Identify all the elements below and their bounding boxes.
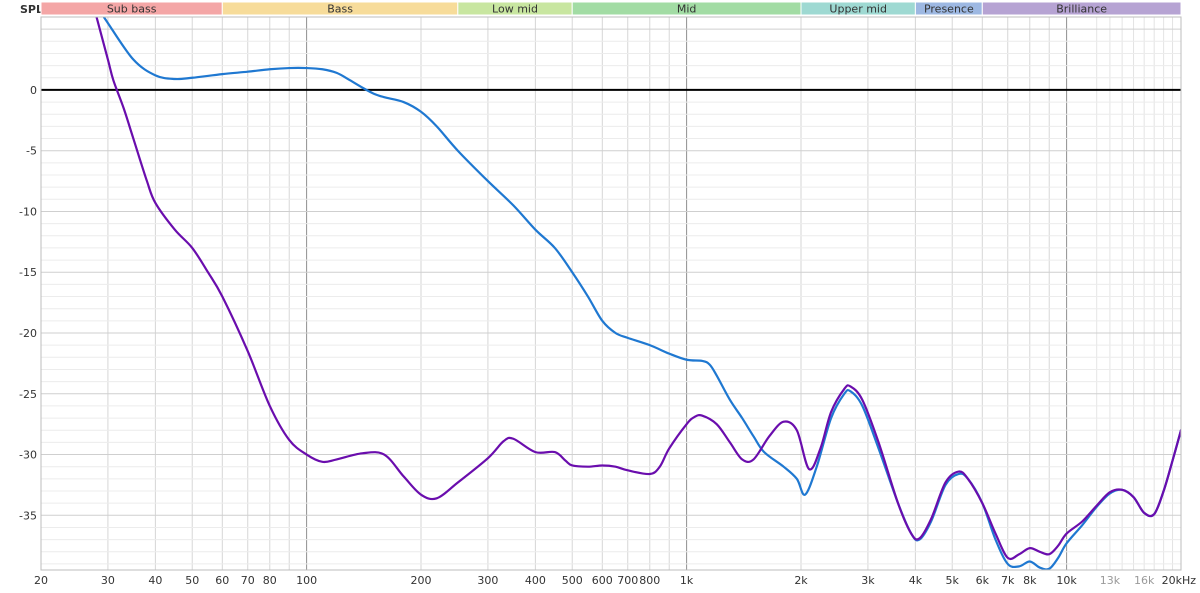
x-tick-label: 6k — [976, 574, 990, 587]
y-axis-ticks: 0 -5 -10 -15 -20 -25 -30 -35 — [19, 84, 37, 522]
x-tick-label: 500 — [562, 574, 583, 587]
x-tick-label: 20kHz — [1162, 574, 1197, 587]
x-tick-label: 8k — [1023, 574, 1037, 587]
x-tick-label: 5k — [946, 574, 960, 587]
x-tick-label: 600 — [592, 574, 613, 587]
x-tick-label: 4k — [909, 574, 923, 587]
y-tick-label: -30 — [19, 449, 37, 462]
plot-frame — [40, 16, 1182, 571]
band-label: Low mid — [492, 3, 538, 16]
x-tick-label: 800 — [639, 574, 660, 587]
y-tick-label: -5 — [26, 145, 37, 158]
x-tick-label: 80 — [263, 574, 277, 587]
series-line-1 — [95, 17, 1181, 561]
x-tick-label: 3k — [861, 574, 875, 587]
band-label: Brilliance — [1056, 3, 1107, 16]
band-label: Mid — [677, 3, 697, 16]
x-tick-label: 70 — [241, 574, 255, 587]
x-tick-label: 40 — [148, 574, 162, 587]
x-tick-label: 2k — [794, 574, 808, 587]
x-tick-label: 1k — [680, 574, 694, 587]
x-tick-label: 300 — [477, 574, 498, 587]
grid — [40, 16, 1182, 570]
frequency-bands: Sub bass Bass Low mid Mid Upper mid Presence B… — [40, 1, 1182, 16]
y-tick-label: -35 — [19, 509, 37, 522]
x-tick-label: 20 — [34, 574, 48, 587]
y-tick-label: -15 — [19, 266, 37, 279]
band-label: Presence — [924, 3, 974, 16]
band-6 — [981, 1, 1182, 16]
x-tick-label: 10k — [1056, 574, 1077, 587]
band-label: Bass — [327, 3, 353, 16]
x-tick-label: 13k — [1100, 574, 1121, 587]
y-tick-label: -10 — [19, 205, 37, 218]
y-tick-label: 0 — [30, 84, 37, 97]
series-lines — [95, 17, 1181, 570]
x-tick-label: 7k — [1001, 574, 1015, 587]
x-tick-label: 100 — [296, 574, 317, 587]
y-tick-label: -20 — [19, 327, 37, 340]
x-tick-label: 400 — [525, 574, 546, 587]
y-axis-title: SPL — [20, 3, 43, 16]
y-tick-label: -25 — [19, 388, 37, 401]
x-tick-label: 60 — [215, 574, 229, 587]
series-line-0 — [102, 17, 1181, 570]
x-tick-label: 30 — [101, 574, 115, 587]
x-tick-label: 200 — [411, 574, 432, 587]
x-axis-ticks: 20 30 40 50 60 70 80 100 200 300 400 500 600 700 800 1k… — [34, 574, 1196, 587]
x-tick-label: 50 — [185, 574, 199, 587]
x-tick-label: 16k — [1134, 574, 1155, 587]
band-label: Upper mid — [829, 3, 887, 16]
band-label: Sub bass — [107, 3, 157, 16]
x-tick-label: 700 — [617, 574, 638, 587]
